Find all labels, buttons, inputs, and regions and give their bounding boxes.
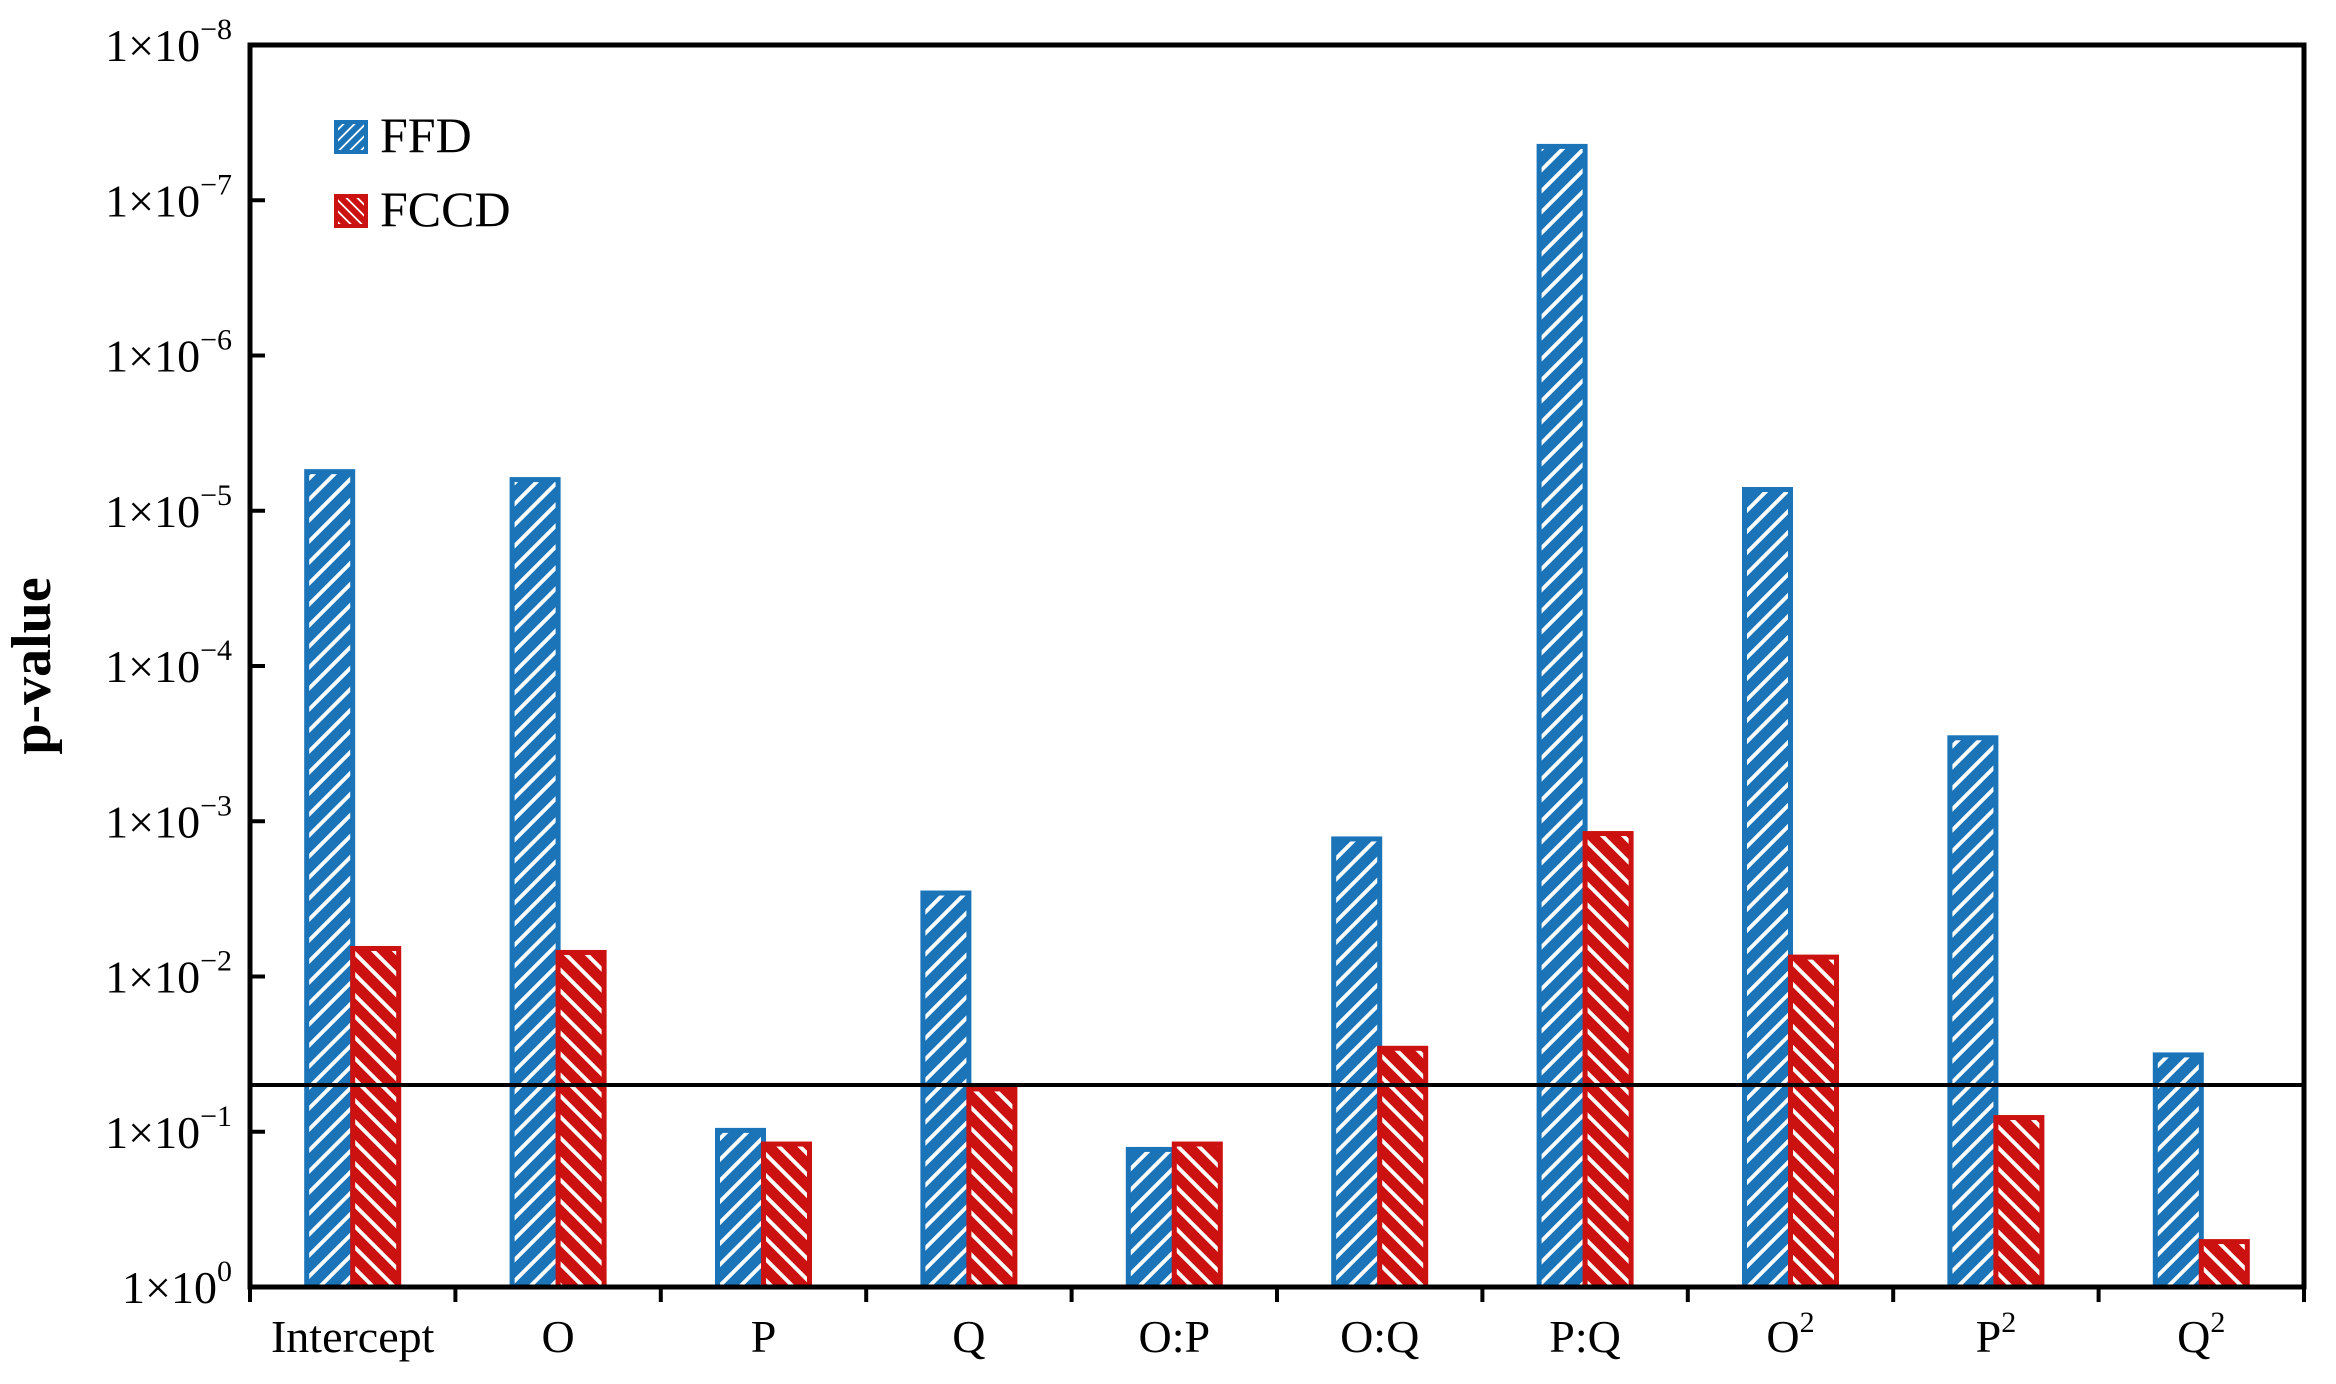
legend-label-ffd: FFD <box>380 107 472 163</box>
bar-ffd-3 <box>920 890 972 1290</box>
legend-label-fccd: FCCD <box>380 181 511 237</box>
bar-fccd-3 <box>966 1086 1018 1290</box>
y-tick-label: 1×10−6 <box>105 324 232 382</box>
bar-ffd-2 <box>715 1127 766 1290</box>
x-category-label: O2 <box>1766 1306 1814 1362</box>
x-category-label: Q2 <box>2177 1306 2225 1362</box>
y-tick-label: 1×10−7 <box>105 168 232 226</box>
bar-fccd-9 <box>2198 1239 2250 1290</box>
bar-ffd-7 <box>1742 487 1793 1290</box>
labels-layer: 1×10−8 1×10−7 1×10−6 1×10−5 1×10−4 1×10−3 1×10… <box>105 13 2225 1362</box>
legend-swatch-ffd-icon <box>334 120 368 154</box>
x-category-label: O:P <box>1139 1311 1211 1362</box>
bar-ffd-1 <box>509 477 561 1290</box>
bar-fccd-0 <box>350 945 402 1290</box>
x-category-label: O <box>541 1311 574 1362</box>
y-tick-label: 1×100 <box>122 1255 232 1313</box>
y-tick-label: 1×10−1 <box>105 1100 232 1158</box>
x-category-label: P <box>751 1311 777 1362</box>
bar-ffd-5 <box>1331 836 1383 1290</box>
bar-ffd-8 <box>1947 735 1999 1290</box>
bar-fccd-7 <box>1788 954 1839 1290</box>
x-category-label: P:Q <box>1549 1311 1621 1362</box>
bar-fccd-4 <box>1171 1141 1223 1290</box>
bars-layer <box>304 143 2250 1290</box>
bar-ffd-9 <box>2152 1052 2204 1290</box>
y-axis-title: p-value <box>1 577 63 754</box>
y-tick-label: 1×10−3 <box>105 789 232 847</box>
bar-fccd-6 <box>1582 831 1634 1290</box>
bar-fccd-1 <box>555 949 607 1290</box>
x-category-label: P2 <box>1976 1306 2017 1362</box>
x-category-label: Intercept <box>271 1311 435 1362</box>
ticks-layer <box>248 43 2306 1302</box>
y-tick-label: 1×10−8 <box>105 13 232 71</box>
y-tick-label: 1×10−4 <box>105 634 232 692</box>
bar-ffd-4 <box>1125 1146 1177 1290</box>
x-category-label: O:Q <box>1340 1311 1419 1362</box>
bar-fccd-8 <box>1993 1115 2045 1290</box>
bar-ffd-0 <box>304 469 356 1290</box>
x-category-label: Q <box>952 1311 985 1362</box>
legend: FFD FCCD <box>334 107 511 237</box>
legend-swatch-fccd-icon <box>334 194 368 228</box>
y-tick-label: 1×10−5 <box>105 479 232 537</box>
bar-fccd-2 <box>761 1141 812 1290</box>
bar-ffd-6 <box>1536 143 1588 1290</box>
y-tick-label: 1×10−2 <box>105 945 232 1003</box>
